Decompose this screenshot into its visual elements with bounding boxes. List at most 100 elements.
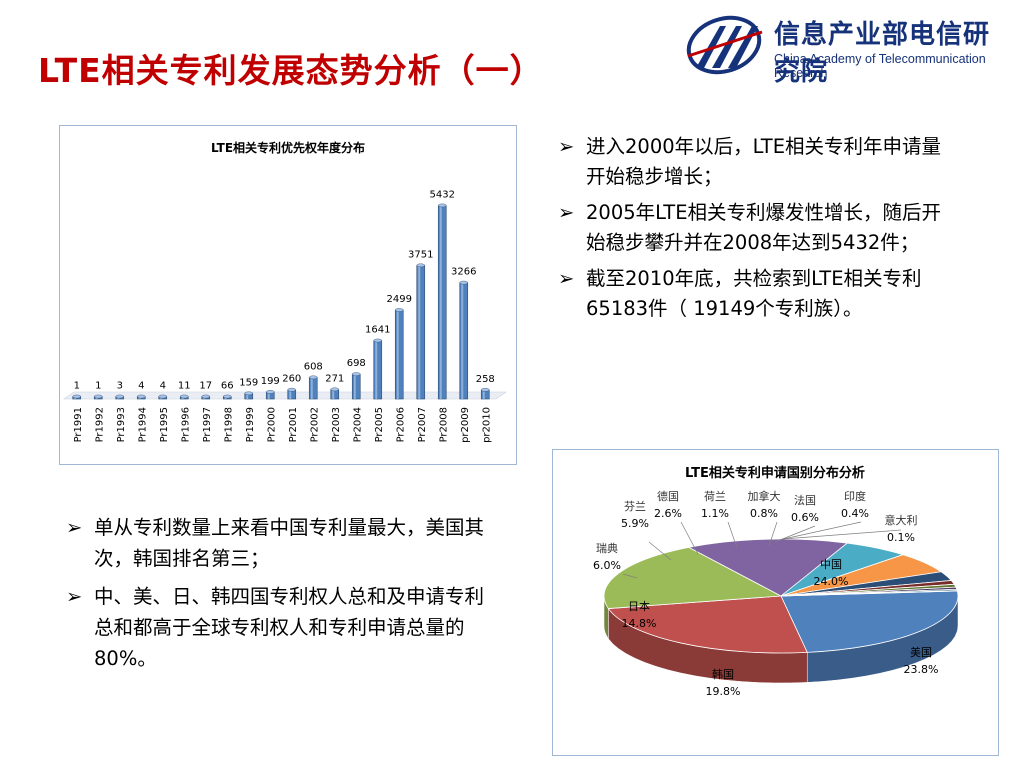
pie-label-name: 法国 (794, 493, 816, 507)
pie-chart-panel: LTE相关专利申请国别分布分析 中国 24.0% 美国 23.8% 韩国 19.8% 日本 14… (552, 449, 999, 756)
arrow-bullet-icon: ➢ (558, 267, 575, 290)
bar-top (223, 394, 232, 399)
bar-Pr2008 (437, 205, 447, 400)
pie-label-value: 1.1% (701, 507, 729, 520)
logo: 信息产业部电信研究院 China Academy of Telecommunic… (682, 8, 1012, 87)
pie-label-name: 美国 (910, 646, 932, 659)
bar-value-label: 17 (199, 381, 212, 392)
pie-leader-line (680, 521, 699, 555)
pie-label-name: 日本 (628, 599, 650, 613)
arrow-bullet-icon: ➢ (66, 516, 83, 539)
bar-category-label: Pr2002 (309, 407, 320, 442)
pie-slice-日本 (687, 538, 849, 597)
bar-highlight (439, 205, 442, 399)
bar-highlight (310, 377, 313, 399)
bar-top (180, 394, 189, 399)
bar-value-label: 1 (74, 381, 80, 392)
pie-label-name: 荷兰 (704, 490, 726, 503)
bar-category-label: Pr2006 (395, 407, 406, 442)
bar-chart: LTE相关专利优先权年度分布 1 Pr1991 1 Pr1992 3 Pr1993 4 Pr19… (63, 140, 507, 443)
bar-value-label: 4 (138, 381, 144, 392)
pie-slice-意大利 (780, 590, 958, 597)
bar-highlight (267, 391, 270, 399)
pie-label-name: 德国 (657, 489, 679, 503)
pie-label-name: 韩国 (712, 667, 734, 681)
pie-label-value: 0.8% (750, 507, 778, 520)
pie-label-value: 5.9% (621, 517, 649, 530)
bar-Pr2007 (416, 265, 426, 400)
bar-top (115, 394, 124, 399)
pie-tops (603, 538, 959, 654)
bar-highlight (289, 389, 292, 399)
bullet-list-right: ➢ 进入2000年以后，LTE相关专利年申请量开始稳步增长； ➢ 2005年LTE相… (556, 132, 956, 330)
bar-top (352, 372, 361, 376)
bar-category-label: Pr1999 (245, 407, 256, 442)
bullet-text: 2005年LTE相关专利爆发性增长，随后开始稳步攀升并在2008年达到5432件… (586, 201, 942, 254)
pie-chart-title: LTE相关专利申请国别分布分析 (685, 465, 865, 481)
bullet-text: 中、美、日、韩四国专利权人总和及申请专利总和都高于全球专利权人和专利申请总量的8… (94, 585, 485, 670)
pie-label-value: 24.0% (814, 575, 849, 588)
bar-top (395, 308, 404, 312)
bar-top (287, 387, 296, 392)
catr-emblem-icon (686, 15, 763, 75)
logo-chinese-name: 信息产业部电信研究院 (774, 20, 991, 87)
bar-category-label: Pr2004 (352, 407, 363, 442)
pie-slice-中国 (780, 590, 959, 653)
bullet-text: 截至2010年底，共检索到LTE相关专利65183件（ 19149个专利族）。 (586, 267, 922, 320)
bar-value-label: 199 (261, 376, 280, 387)
bar-top (416, 263, 425, 268)
bar-value-label: 258 (476, 374, 495, 385)
bar-value-label: 3751 (408, 249, 433, 260)
bar-chart-panel: LTE相关专利优先权年度分布 1 Pr1991 1 Pr1992 3 Pr1993 4 Pr19… (59, 125, 517, 465)
bar-category-label: Pr2005 (374, 407, 385, 442)
bullet-item: ➢ 进入2000年以后，LTE相关专利年申请量开始稳步增长； (556, 132, 956, 192)
bar-value-label: 608 (304, 361, 323, 372)
pie-label-value: 19.8% (706, 685, 741, 698)
pie-label-name: 加拿大 (748, 489, 781, 503)
bar-top (244, 391, 253, 396)
bullet-item: ➢ 截至2010年底，共检索到LTE相关专利65183件（ 19149个专利族）。 (556, 264, 956, 324)
bar-highlight (396, 309, 399, 399)
pie-leader-line (648, 541, 672, 561)
bar-category-label: Pr2003 (331, 407, 342, 442)
bar-category-label: Pr1995 (159, 407, 170, 442)
pie-label-value: 2.6% (654, 507, 682, 520)
slide-title: LTE相关专利发展态势分析（一） (38, 51, 544, 90)
bar-value-label: 260 (282, 374, 301, 385)
bar-value-label: 4 (160, 381, 166, 392)
pie-label-name: 中国 (820, 558, 842, 571)
bar-top (459, 280, 468, 285)
bar-top (94, 394, 103, 399)
bar-top (438, 203, 447, 208)
pie-label-name: 意大利 (885, 513, 918, 527)
bar-highlight (246, 393, 249, 399)
bar-value-label: 2499 (387, 294, 412, 305)
bar-highlight (332, 389, 335, 399)
arrow-bullet-icon: ➢ (558, 201, 575, 224)
bar-value-label: 11 (178, 381, 191, 392)
bar-category-label: Pr1992 (94, 407, 105, 442)
bar-value-label: 3 (117, 381, 123, 392)
bar-highlight (482, 389, 485, 399)
bar-pr2009 (459, 282, 469, 400)
bar-highlight (375, 340, 378, 399)
bar-category-label: Pr1991 (73, 407, 84, 442)
bar-category-label: Pr1996 (180, 407, 191, 442)
arrow-bullet-icon: ➢ (66, 585, 83, 608)
bar-category-label: Pr2007 (417, 407, 428, 442)
bullet-text: 进入2000年以后，LTE相关专利年申请量开始稳步增长； (586, 135, 942, 188)
bar-value-label: 271 (325, 373, 344, 384)
bar-value-label: 5432 (430, 189, 455, 200)
bar-top (266, 390, 275, 394)
pie-leader-line (778, 521, 862, 541)
bar-category-label: Pr1997 (202, 407, 213, 442)
bar-value-label: 3266 (451, 267, 476, 278)
bar-value-label: 1 (95, 381, 101, 392)
bar-category-label: Pr1994 (137, 407, 148, 442)
bar-value-label: 66 (221, 381, 234, 392)
pie-leader-line (782, 529, 902, 540)
pie-labels: 中国 24.0% 美国 23.8% 韩国 19.8% 日本 14.8% 瑞典 6.0% 芬兰 5.9%… (593, 489, 938, 698)
pie-leader-line (768, 521, 778, 547)
bar-top (137, 394, 146, 399)
bar-highlight (353, 374, 356, 399)
